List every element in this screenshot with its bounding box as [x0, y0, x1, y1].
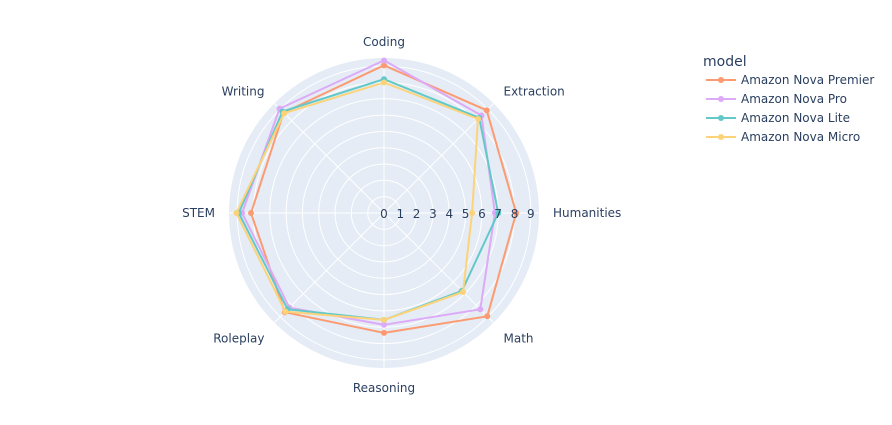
legend-item[interactable]: Amazon Nova Lite	[706, 111, 850, 125]
radial-tick-label: 6	[478, 207, 486, 221]
axis-label: Humanities	[553, 206, 621, 220]
radial-tick-label: 0	[380, 207, 388, 221]
series-point	[381, 62, 387, 69]
grid-spoke	[274, 103, 385, 214]
legend-item[interactable]: Amazon Nova Premier	[706, 73, 874, 87]
series-point	[381, 321, 387, 328]
legend-label: Amazon Nova Micro	[741, 130, 860, 144]
axis-label: Writing	[222, 84, 265, 98]
axis-label: Math	[504, 332, 534, 346]
angular-axis-labels: Coding Extraction Humanities Math Reasoning R…	[182, 35, 621, 395]
legend-marker	[718, 77, 724, 83]
legend-title: model	[703, 54, 747, 70]
radial-tick-label: 9	[527, 207, 535, 221]
series-point	[475, 115, 482, 122]
series-point	[282, 308, 289, 315]
grid-spoke	[274, 212, 385, 323]
series-point	[483, 107, 490, 114]
axis-label: Roleplay	[213, 332, 264, 346]
legend-label: Amazon Nova Lite	[741, 111, 850, 125]
series-point	[484, 313, 491, 320]
series-point	[248, 210, 255, 216]
radial-tick-label: 7	[494, 207, 502, 221]
radial-tick-label: 3	[429, 207, 437, 221]
legend-marker	[718, 134, 724, 140]
legend-item[interactable]: Amazon Nova Pro	[706, 92, 847, 106]
legend-item[interactable]: Amazon Nova Micro	[706, 130, 860, 144]
axis-label: Reasoning	[353, 381, 415, 395]
series-point	[469, 210, 476, 216]
axis-label: Coding	[363, 35, 405, 49]
legend-label: Amazon Nova Pro	[741, 92, 847, 106]
series-point	[381, 79, 387, 86]
series-point	[233, 210, 240, 216]
axis-label: STEM	[182, 206, 215, 220]
legend-label: Amazon Nova Premier	[741, 73, 874, 87]
radial-tick-label: 8	[511, 207, 519, 221]
radial-tick-label: 4	[445, 207, 453, 221]
legend-items: Amazon Nova Premier Amazon Nova Pro Amazon…	[706, 73, 874, 144]
radial-tick-label: 2	[413, 207, 421, 221]
series-point	[495, 210, 502, 216]
series-point	[381, 316, 387, 323]
series-point	[281, 110, 288, 117]
radial-tick-label: 5	[462, 207, 470, 221]
legend-marker	[718, 115, 724, 121]
series-layer	[233, 57, 520, 336]
series-point	[477, 306, 484, 313]
grid-spoke	[383, 212, 494, 323]
legend: model Amazon Nova Premier Amazon Nova Pro…	[703, 54, 874, 144]
axis-label: Extraction	[504, 84, 565, 98]
series-point	[381, 329, 387, 336]
series-point	[381, 57, 387, 64]
radial-tick-label: 1	[396, 207, 404, 221]
grid-spoke	[383, 103, 494, 214]
legend-marker	[718, 96, 724, 102]
series-point	[460, 289, 467, 296]
series-point	[513, 210, 520, 216]
